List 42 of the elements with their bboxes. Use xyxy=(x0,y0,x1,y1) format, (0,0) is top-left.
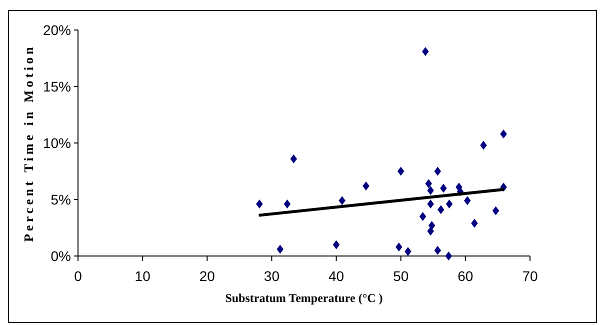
point xyxy=(427,226,434,236)
x-tick-label: 70 xyxy=(522,268,538,284)
point xyxy=(427,200,434,209)
point xyxy=(445,252,452,260)
point xyxy=(434,166,442,176)
point xyxy=(290,154,298,164)
x-tick-label: 30 xyxy=(264,268,280,284)
y-tick-label: 15% xyxy=(42,78,71,94)
point xyxy=(332,240,340,250)
point xyxy=(440,184,447,193)
x-tick-label: 20 xyxy=(199,268,216,284)
point xyxy=(404,246,412,256)
x-axis-title: Substratum Temperature (°C ) xyxy=(225,291,383,305)
point xyxy=(256,200,263,209)
point xyxy=(338,196,346,206)
x-tick-label: 60 xyxy=(458,268,474,284)
point xyxy=(396,242,402,252)
point xyxy=(492,206,500,216)
x-tick-label: 40 xyxy=(328,268,344,284)
point xyxy=(422,46,429,56)
point xyxy=(276,244,284,254)
point xyxy=(500,129,507,138)
point xyxy=(480,140,487,150)
point xyxy=(434,246,442,255)
point xyxy=(438,205,444,214)
point xyxy=(425,179,432,188)
point xyxy=(397,166,404,176)
x-tick-label: 0 xyxy=(74,268,82,284)
x-tick-label: 10 xyxy=(134,268,151,284)
point xyxy=(464,196,471,206)
point xyxy=(284,200,291,209)
point xyxy=(427,186,434,195)
point xyxy=(446,200,453,209)
y-tick-label: 10% xyxy=(42,134,71,151)
y-tick-label: 5% xyxy=(50,191,71,208)
x-tick-label: 50 xyxy=(393,268,409,284)
point xyxy=(419,212,426,221)
y-axis-title: Percent Time in Motion xyxy=(21,44,36,242)
y-tick-label: 0% xyxy=(50,248,71,264)
y-tick-label: 20% xyxy=(42,22,71,38)
point xyxy=(362,181,370,190)
point xyxy=(471,218,478,228)
